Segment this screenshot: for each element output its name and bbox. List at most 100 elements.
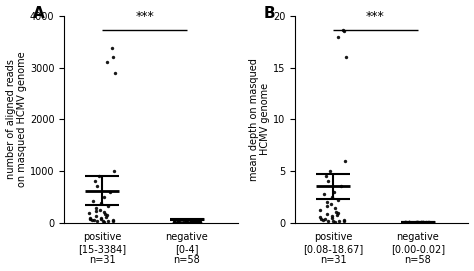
Point (335, 198, 342, 202)
Point (401, 220, 409, 224)
Point (324, 200, 331, 204)
Point (91, 179, 99, 183)
Point (189, 220, 196, 225)
Point (322, 174, 329, 178)
Point (182, 220, 190, 225)
Point (319, 218, 327, 222)
Point (88, 218, 96, 222)
Point (407, 220, 415, 225)
Point (176, 220, 184, 225)
Point (194, 220, 201, 225)
Point (192, 220, 200, 225)
Point (100, 195, 107, 199)
Point (92, 209, 100, 213)
Point (100, 220, 108, 224)
Point (419, 220, 427, 225)
Point (93, 206, 100, 210)
Y-axis label: number of aligned reads
on masqued HCMV genome: number of aligned reads on masqued HCMV … (6, 51, 27, 187)
Point (332, 210, 339, 214)
Point (426, 220, 433, 225)
Point (86, 217, 94, 222)
Point (418, 220, 425, 224)
Point (196, 220, 203, 225)
Text: A: A (33, 6, 45, 21)
Point (410, 220, 418, 225)
Point (340, 218, 347, 223)
Point (414, 220, 421, 225)
Point (179, 220, 186, 225)
Point (171, 220, 178, 224)
Point (95, 174, 103, 178)
Point (324, 179, 332, 183)
Point (93, 184, 101, 189)
Point (405, 220, 413, 225)
Point (171, 220, 178, 225)
Point (413, 220, 421, 225)
Point (421, 220, 428, 225)
Point (195, 220, 202, 225)
Point (188, 220, 195, 225)
Point (405, 220, 412, 224)
Point (411, 220, 419, 225)
Point (410, 220, 417, 225)
Point (195, 220, 203, 225)
Point (413, 220, 420, 225)
Point (416, 220, 423, 225)
Point (103, 60, 111, 64)
Point (184, 220, 192, 225)
Point (317, 217, 325, 221)
Point (190, 220, 198, 225)
Point (426, 220, 434, 225)
Point (340, 29, 348, 34)
Point (174, 220, 182, 225)
Point (182, 220, 190, 225)
Point (180, 220, 188, 225)
Point (418, 220, 426, 225)
Point (327, 169, 334, 173)
Point (189, 220, 196, 225)
Text: B: B (264, 6, 275, 21)
Point (183, 220, 191, 225)
Point (194, 220, 201, 225)
Point (330, 189, 338, 194)
Point (412, 220, 420, 225)
Point (193, 220, 201, 225)
Point (106, 189, 114, 194)
Point (414, 220, 421, 225)
Point (183, 220, 191, 225)
Point (171, 220, 179, 224)
Point (405, 220, 412, 225)
Point (406, 220, 414, 225)
Point (328, 214, 336, 218)
Point (419, 220, 426, 225)
Point (174, 220, 182, 224)
Point (334, 211, 342, 215)
Point (100, 210, 108, 214)
Point (172, 220, 179, 225)
Point (335, 219, 343, 224)
Point (186, 220, 194, 225)
Point (328, 216, 336, 221)
Point (423, 220, 430, 225)
Point (101, 212, 109, 217)
Point (185, 220, 192, 225)
Point (424, 220, 431, 225)
Text: ***: *** (135, 10, 154, 23)
Point (195, 220, 203, 225)
Point (321, 217, 329, 222)
Point (405, 220, 412, 225)
Point (417, 220, 425, 225)
Point (174, 220, 182, 225)
Point (183, 220, 191, 225)
Point (337, 184, 345, 189)
Y-axis label: mean depth on masqued
HCMV genome: mean depth on masqued HCMV genome (249, 58, 270, 181)
Point (188, 220, 196, 225)
Point (102, 215, 110, 220)
Point (419, 220, 427, 225)
Point (89, 199, 97, 203)
Point (109, 218, 117, 222)
Point (183, 220, 191, 225)
Point (401, 220, 408, 225)
Point (317, 215, 324, 220)
Point (108, 46, 116, 50)
